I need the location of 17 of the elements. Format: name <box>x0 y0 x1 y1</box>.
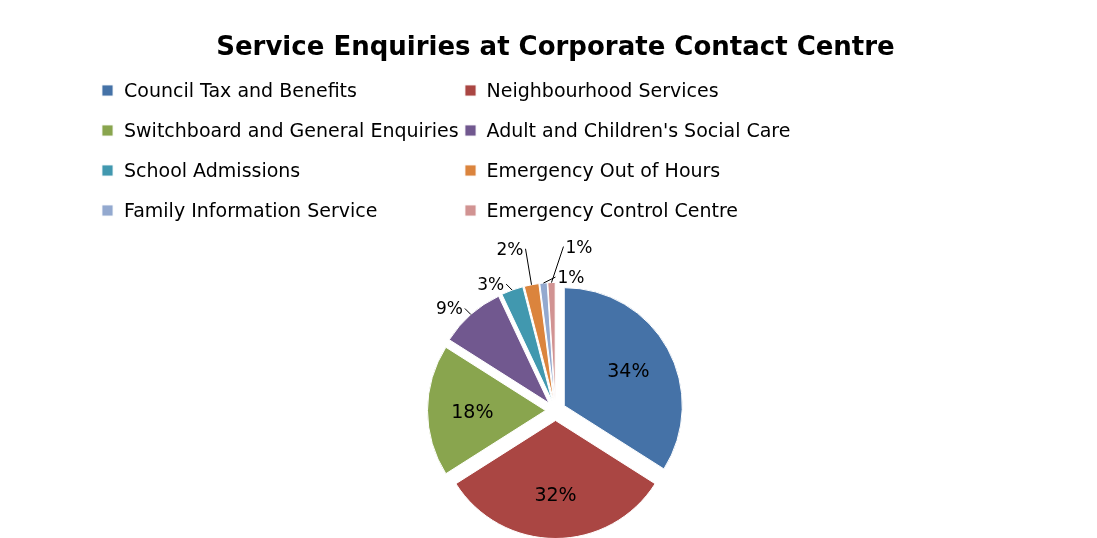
legend-label: Adult and Children's Social Care <box>486 118 791 143</box>
legend-label: Family Information Service <box>124 198 378 223</box>
data-label: 1% <box>565 236 593 257</box>
data-label: 2% <box>496 238 524 259</box>
legend-label: Council Tax and Benefits <box>124 78 357 103</box>
chart-title: Service Enquiries at Corporate Contact Centre <box>216 30 895 61</box>
data-label: 9% <box>435 298 463 319</box>
data-label: 18% <box>451 399 494 422</box>
data-label: 3% <box>477 274 505 295</box>
legend-label: Emergency Out of Hours <box>486 158 721 183</box>
legend-label: Emergency Control Centre <box>486 198 738 223</box>
legend-label: Switchboard and General Enquiries <box>124 118 459 143</box>
data-label: 34% <box>607 359 650 382</box>
legend-label: School Admissions <box>124 158 301 183</box>
legend-label: Neighbourhood Services <box>486 78 719 103</box>
data-label: 32% <box>534 482 577 505</box>
data-label: 1% <box>557 267 585 288</box>
